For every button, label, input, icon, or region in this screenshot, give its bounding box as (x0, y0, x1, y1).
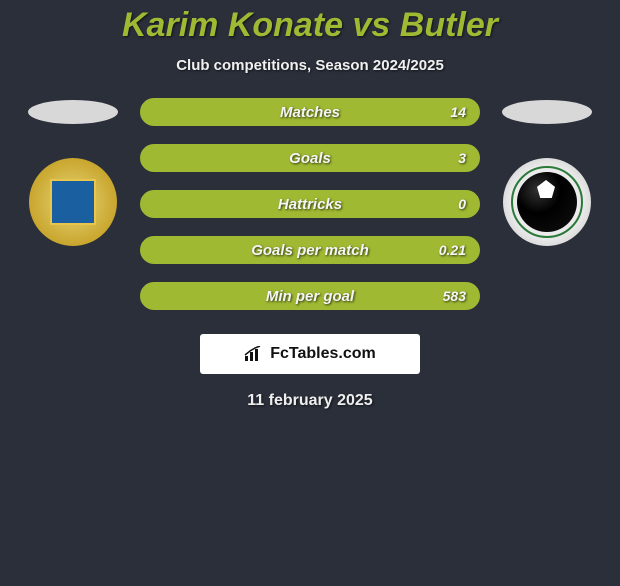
right-player-ellipse (502, 100, 592, 124)
stat-label: Matches (280, 104, 340, 121)
stat-label: Hattricks (278, 196, 342, 213)
stat-value: 583 (443, 288, 466, 304)
stat-value: 14 (450, 104, 466, 120)
source-badge: FcTables.com (200, 334, 420, 374)
bar-chart-icon (244, 346, 264, 362)
report-date: 11 february 2025 (0, 392, 620, 410)
left-player-ellipse (28, 100, 118, 124)
source-badge-text: FcTables.com (270, 345, 376, 363)
subtitle: Club competitions, Season 2024/2025 (0, 57, 620, 74)
stat-label: Min per goal (266, 288, 354, 305)
comparison-panel: Matches 14 Goals 3 Hattricks 0 Goals per… (0, 94, 620, 310)
stat-value: 0.21 (439, 242, 466, 258)
team-right-crest (503, 158, 591, 246)
soccer-ball-icon (517, 172, 577, 232)
stat-bars: Matches 14 Goals 3 Hattricks 0 Goals per… (140, 98, 480, 310)
stat-bar-hattricks: Hattricks 0 (140, 190, 480, 218)
team-left-crest (29, 158, 117, 246)
stat-bar-min-per-goal: Min per goal 583 (140, 282, 480, 310)
stat-label: Goals (289, 150, 331, 167)
stat-value: 3 (458, 150, 466, 166)
stat-bar-matches: Matches 14 (140, 98, 480, 126)
stat-label: Goals per match (251, 242, 369, 259)
stat-value: 0 (458, 196, 466, 212)
right-player-column (492, 94, 602, 246)
left-player-column (18, 94, 128, 246)
page-title: Karim Konate vs Butler (0, 6, 620, 45)
stat-bar-goals-per-match: Goals per match 0.21 (140, 236, 480, 264)
stat-bar-goals: Goals 3 (140, 144, 480, 172)
